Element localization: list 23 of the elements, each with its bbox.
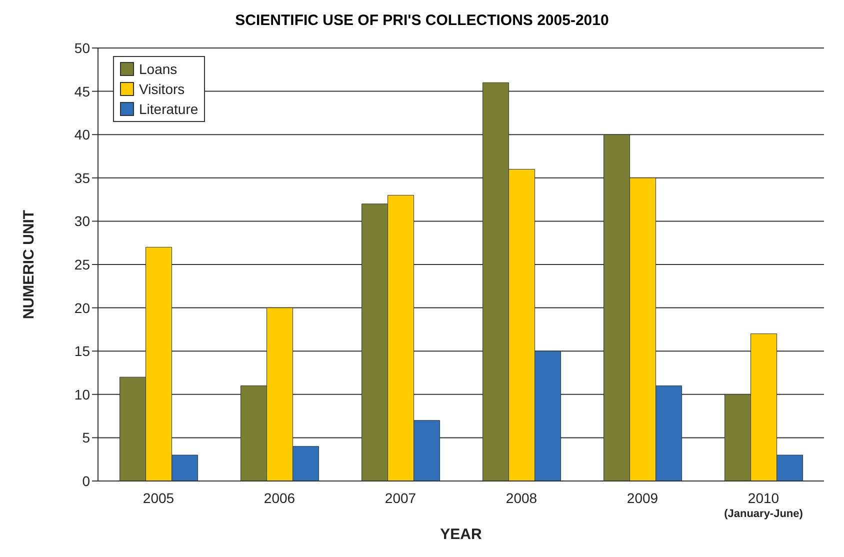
y-tick-label: 40 — [74, 126, 90, 143]
y-tick-label: 5 — [82, 430, 90, 446]
x-tick-label: 2008 — [506, 490, 538, 506]
y-tick-label: 35 — [74, 170, 90, 186]
legend-label: Literature — [139, 100, 198, 119]
y-tick-label: 30 — [74, 213, 90, 230]
legend-label: Loans — [139, 60, 178, 79]
x-tick-label: 2006 — [264, 490, 296, 506]
y-axis-title: NUMERIC UNIT — [20, 210, 38, 320]
y-tick-label: 25 — [74, 256, 90, 272]
y-tick-label: 0 — [82, 472, 90, 489]
y-tick-label: 45 — [74, 83, 90, 100]
x-tick-label: 2007 — [384, 490, 416, 506]
x-tick-label: 2010 (January-June) — [724, 490, 804, 520]
x-axis-title: YEAR — [440, 526, 482, 543]
chart-title: SCIENTIFIC USE OF PRI'S COLLECTIONS 2005-2010 — [234, 11, 610, 31]
x-tick-label: 2005 — [142, 490, 174, 506]
y-tick-label: 10 — [74, 386, 90, 402]
x-tick-label: 2009 — [626, 490, 658, 506]
y-tick-label: 15 — [74, 343, 90, 360]
y-tick-label: 50 — [74, 40, 90, 56]
y-tick-label: 20 — [74, 300, 90, 316]
legend-label: Visitors — [139, 80, 185, 99]
